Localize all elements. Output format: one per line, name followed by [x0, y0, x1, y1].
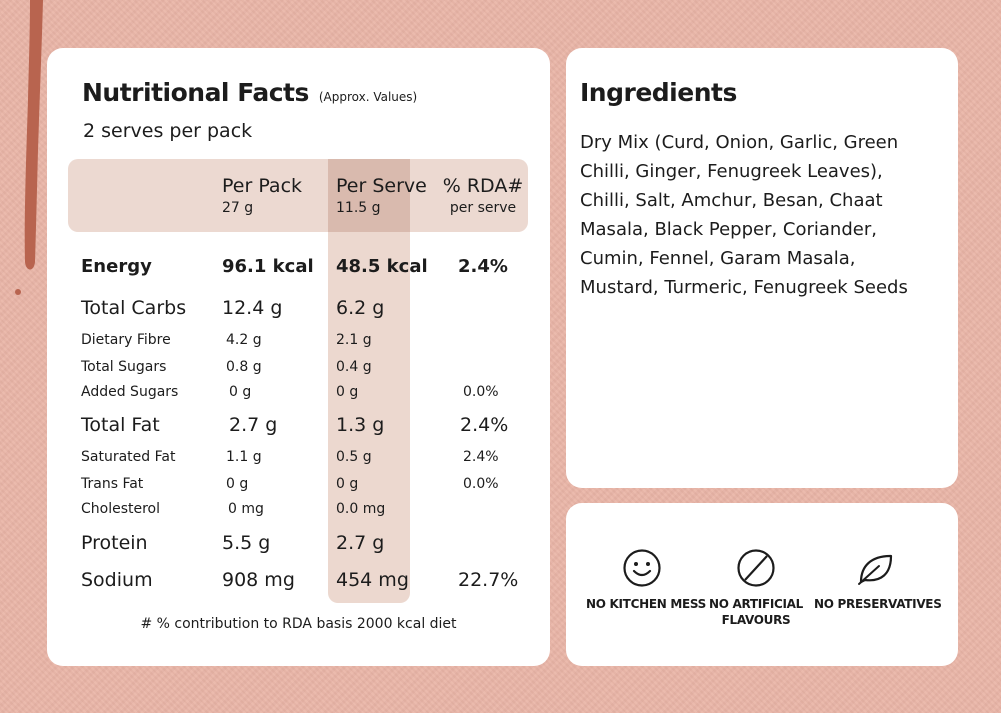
row-energy-pack: 96.1 kcal — [222, 256, 314, 277]
row-sodium-pack: 908 mg — [222, 569, 295, 591]
ingredients-list: Dry Mix (Curd, Onion, Garlic, Green Chil… — [580, 132, 908, 298]
row-cholesterol-pack: 0 mg — [228, 501, 264, 517]
row-protein-label: Protein — [81, 532, 148, 554]
row-dietary-fibre-serve: 2.1 g — [336, 332, 372, 348]
row-saturated-fat-pack: 1.1 g — [226, 449, 262, 465]
row-total-carbs-serve: 6.2 g — [336, 297, 385, 319]
rda-sub-label: per serve — [449, 199, 517, 216]
row-protein-serve: 2.7 g — [336, 532, 385, 554]
row-total-fat-label: Total Fat — [81, 414, 160, 436]
badge-no-kitchen-mess: NO KITCHEN MESS — [586, 548, 707, 612]
row-cholesterol-label: Cholesterol — [81, 501, 161, 517]
row-total-carbs-label: Total Carbs — [81, 297, 187, 319]
nutrition-card: Nutritional Facts (Approx. Values) 2 serv… — [47, 48, 550, 666]
ingredients-card: Ingredients Dry Mix (Curd, Onion, Garlic… — [566, 48, 958, 488]
per-serve-column-highlight — [328, 159, 410, 603]
prohibited-icon — [737, 549, 775, 587]
badge-label-line1: NO PRESERVATIVES — [814, 597, 942, 611]
row-added-sugars-label: Added Sugars — [81, 384, 179, 400]
row-trans-fat-label: Trans Fat — [81, 476, 144, 492]
row-total-fat-pack: 2.7 g — [229, 414, 278, 436]
row-energy-label: Energy — [81, 256, 152, 277]
ingredients-title: Ingredients — [580, 78, 737, 107]
smiley-icon — [623, 549, 661, 587]
badges-card: NO KITCHEN MESS NO ARTIFICIAL FLAVOURS N… — [566, 503, 958, 666]
row-trans-fat-rda: 0.0% — [463, 476, 499, 492]
header-per-serve: Per Serve 11.5 g — [336, 176, 427, 216]
per-serve-label: Per Serve — [336, 175, 427, 197]
row-sodium-rda: 22.7% — [458, 569, 519, 591]
serves-per-pack: 2 serves per pack — [83, 120, 253, 142]
leaf-icon — [858, 554, 893, 585]
badge-label-line1: NO ARTIFICIAL — [708, 597, 804, 611]
row-total-sugars-label: Total Sugars — [81, 359, 167, 375]
badge-no-preservatives: NO PRESERVATIVES — [814, 548, 942, 612]
per-pack-weight: 27 g — [222, 199, 254, 216]
rda-label: % RDA# — [442, 175, 524, 197]
per-serve-header-highlight — [328, 159, 410, 232]
badge-label-line1: NO KITCHEN MESS — [586, 597, 707, 611]
row-cholesterol-serve: 0.0 mg — [336, 501, 386, 517]
row-added-sugars-pack: 0 g — [229, 384, 252, 400]
row-dietary-fibre-pack: 4.2 g — [226, 332, 262, 348]
row-saturated-fat-rda: 2.4% — [463, 449, 499, 465]
row-trans-fat-pack: 0 g — [226, 476, 249, 492]
rda-footnote: # % contribution to RDA basis 2000 kcal … — [140, 616, 457, 632]
row-total-sugars-pack: 0.8 g — [226, 359, 262, 375]
row-dietary-fibre-label: Dietary Fibre — [81, 332, 171, 348]
row-sodium-label: Sodium — [81, 569, 153, 591]
row-energy-rda: 2.4% — [458, 256, 508, 277]
table-header-band — [68, 159, 528, 232]
nutrition-title-text: Nutritional Facts — [82, 78, 309, 107]
row-added-sugars-serve: 0 g — [336, 384, 359, 400]
row-energy-serve: 48.5 kcal — [336, 256, 428, 277]
badge-label-line2: FLAVOURS — [721, 613, 791, 627]
row-sodium-serve: 454 mg — [336, 569, 409, 591]
badge-no-artificial-flavours: NO ARTIFICIAL FLAVOURS — [706, 548, 806, 628]
row-added-sugars-rda: 0.0% — [463, 384, 499, 400]
row-total-carbs-pack: 12.4 g — [222, 297, 283, 319]
row-trans-fat-serve: 0 g — [336, 476, 359, 492]
per-serve-weight: 11.5 g — [336, 199, 381, 216]
approx-values-note: (Approx. Values) — [318, 90, 418, 104]
sauce-drip — [15, 0, 43, 295]
per-pack-label: Per Pack — [222, 175, 303, 197]
row-total-fat-rda: 2.4% — [460, 414, 509, 436]
row-total-fat-serve: 1.3 g — [336, 414, 385, 436]
nutrition-title: Nutritional Facts (Approx. Values) — [82, 78, 417, 107]
row-saturated-fat-serve: 0.5 g — [336, 449, 372, 465]
row-protein-pack: 5.5 g — [222, 532, 271, 554]
header-rda: % RDA# per serve — [438, 176, 528, 216]
row-total-sugars-serve: 0.4 g — [336, 359, 372, 375]
row-saturated-fat-label: Saturated Fat — [81, 449, 176, 465]
header-per-pack: Per Pack 27 g — [222, 176, 302, 216]
